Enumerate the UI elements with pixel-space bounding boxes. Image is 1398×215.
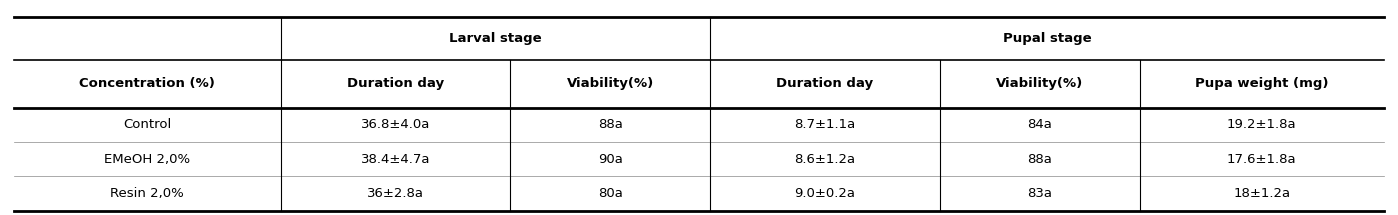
Text: Control: Control bbox=[123, 118, 172, 131]
Text: 38.4±4.7a: 38.4±4.7a bbox=[361, 153, 431, 166]
Text: 83a: 83a bbox=[1028, 187, 1053, 200]
Text: 19.2±1.8a: 19.2±1.8a bbox=[1227, 118, 1296, 131]
Text: 88a: 88a bbox=[1028, 153, 1053, 166]
Text: 36±2.8a: 36±2.8a bbox=[366, 187, 424, 200]
Text: Pupa weight (mg): Pupa weight (mg) bbox=[1195, 77, 1328, 90]
Text: 8.7±1.1a: 8.7±1.1a bbox=[794, 118, 856, 131]
Text: Viability(%): Viability(%) bbox=[995, 77, 1083, 90]
Text: Larval stage: Larval stage bbox=[449, 32, 541, 45]
Text: Duration day: Duration day bbox=[347, 77, 445, 90]
Text: Concentration (%): Concentration (%) bbox=[80, 77, 215, 90]
Text: Viability(%): Viability(%) bbox=[566, 77, 654, 90]
Text: 88a: 88a bbox=[598, 118, 622, 131]
Text: 9.0±0.2a: 9.0±0.2a bbox=[794, 187, 856, 200]
Text: Pupal stage: Pupal stage bbox=[1002, 32, 1092, 45]
Text: 8.6±1.2a: 8.6±1.2a bbox=[794, 153, 856, 166]
Text: 36.8±4.0a: 36.8±4.0a bbox=[361, 118, 431, 131]
Text: Duration day: Duration day bbox=[776, 77, 874, 90]
Text: EMeOH 2,0%: EMeOH 2,0% bbox=[105, 153, 190, 166]
Text: 17.6±1.8a: 17.6±1.8a bbox=[1227, 153, 1296, 166]
Text: 90a: 90a bbox=[598, 153, 622, 166]
Text: 80a: 80a bbox=[598, 187, 622, 200]
Text: 84a: 84a bbox=[1028, 118, 1053, 131]
Text: Resin 2,0%: Resin 2,0% bbox=[110, 187, 185, 200]
Text: 18±1.2a: 18±1.2a bbox=[1233, 187, 1290, 200]
